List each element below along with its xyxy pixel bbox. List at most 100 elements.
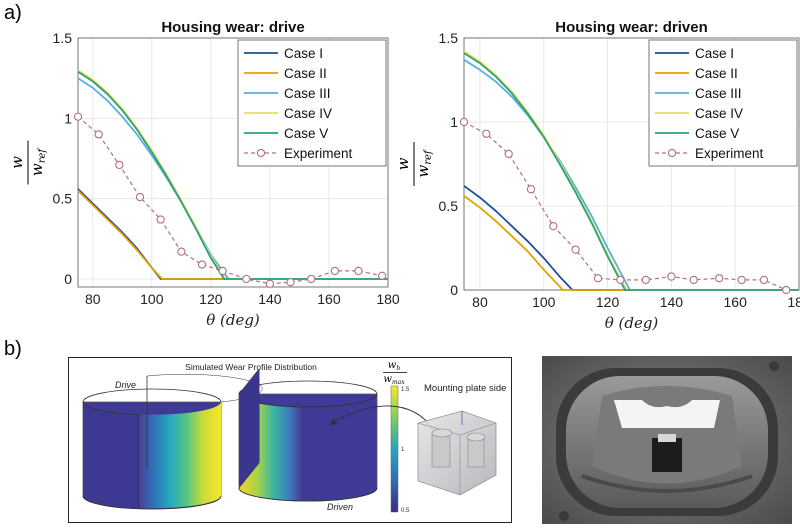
y-tick-label: 1.5	[53, 30, 73, 46]
x-tick-label: 120	[199, 291, 223, 307]
y-tick-label: 0	[64, 271, 72, 287]
drive-cylinder	[82, 374, 263, 510]
experiment-point	[482, 129, 491, 138]
experiment-point	[667, 272, 676, 281]
y-tick-label: 0.5	[53, 191, 73, 207]
legend-marker	[667, 148, 677, 158]
legend-marker	[256, 148, 266, 158]
legend-entry: Experiment	[695, 146, 764, 161]
y-label-numerator: w	[8, 156, 26, 169]
y-tick-label: 1.5	[439, 30, 459, 46]
y-tick-label: 0	[450, 282, 458, 298]
panel-a-label: a)	[4, 2, 22, 24]
mounting-plate-label: Mounting plate side	[424, 383, 507, 394]
x-tick-label: 160	[317, 291, 341, 307]
experiment-point	[265, 279, 275, 288]
experiment-point	[616, 275, 625, 285]
y-label-denominator: wref	[28, 147, 48, 177]
legend-entry: Case I	[695, 46, 734, 61]
colorbar-tick-0.5: 0.5	[401, 508, 410, 514]
chart-title: Housing wear: driven	[555, 19, 708, 36]
experiment-point	[135, 192, 145, 202]
series-line-case-ii	[463, 195, 799, 291]
legend-entry: Case IV	[695, 106, 743, 121]
y-label-numerator: w	[400, 157, 412, 170]
colorbar-den: wmax	[383, 374, 405, 386]
experiment-point	[177, 247, 186, 256]
x-axis-label: θ (deg)	[206, 311, 260, 329]
colorbar-tick-1: 1	[401, 447, 405, 453]
experiment-point	[156, 215, 165, 224]
x-tick-label: 100	[532, 294, 556, 310]
experiment-point	[689, 275, 698, 285]
chart-title: Housing wear: drive	[161, 19, 304, 36]
experiment-point	[242, 274, 251, 284]
colorbar-num: wh	[388, 360, 401, 372]
x-tick-label: 140	[258, 291, 282, 307]
experiment-point	[73, 112, 83, 121]
experiment-point	[307, 274, 316, 284]
experiment-point	[593, 274, 603, 283]
panel-b-label: b)	[4, 338, 22, 360]
legend-entry: Experiment	[284, 146, 353, 161]
x-tick-label: 120	[596, 294, 620, 310]
legend-entry: Case II	[695, 66, 738, 81]
housing-photo-svg	[542, 356, 792, 524]
y-tick-label: 1	[450, 114, 458, 130]
chart-driven: 80 100 120 140 160 180 0 0.5 1 1.5 Housing wear: d…	[400, 19, 800, 332]
axes-frame	[77, 37, 389, 288]
series-line-case-ii	[77, 189, 388, 280]
experiment-point	[197, 260, 207, 269]
experiment-point	[526, 185, 536, 194]
x-tick-label: 80	[472, 294, 488, 310]
legend-box	[648, 39, 798, 167]
legend-entry: Case V	[695, 126, 739, 141]
experiment-point	[641, 275, 651, 285]
series-line-case-i	[463, 185, 799, 291]
driven-cylinder	[238, 368, 378, 502]
legend-entry: Case V	[284, 126, 328, 141]
experiment-point	[504, 149, 513, 159]
series-line-case-v	[463, 52, 799, 291]
experiment-point	[115, 160, 124, 170]
experiment-point	[759, 275, 769, 285]
experiment-point	[330, 266, 340, 276]
experiment-point	[286, 278, 295, 287]
x-axis-label: θ (deg)	[605, 314, 659, 332]
wear-title: Simulated Wear Profile Distribution	[185, 362, 317, 372]
legend-entry: Case II	[284, 66, 327, 81]
driven-label: Driven	[327, 502, 353, 512]
experiment-point	[459, 117, 469, 127]
y-tick-label: 1	[64, 110, 72, 126]
legend-box	[237, 39, 387, 167]
x-tick-label: 100	[140, 291, 164, 307]
gear-housing-3d-part	[417, 410, 497, 496]
colorbar-tick-1.5: 1.5	[401, 387, 410, 393]
series-line-case-iii	[77, 77, 388, 280]
experiment-point	[782, 285, 791, 295]
experiment-point	[715, 274, 724, 283]
experiment-point	[737, 275, 746, 285]
x-tick-label: 160	[724, 294, 748, 310]
legend-entry: Case III	[695, 86, 742, 101]
experiment-point	[571, 245, 580, 254]
legend-entry: Case III	[284, 86, 331, 101]
wear-profile-svg: Simulated Wear Profile Distribution Driv…	[82, 360, 434, 514]
drive-label: Drive	[115, 380, 136, 390]
x-tick-label: 180	[376, 291, 400, 307]
experiment-point	[549, 222, 558, 231]
experiment-point	[94, 130, 103, 139]
colorbar	[390, 385, 399, 513]
chart-drive: 80 100 120 140 160 180 0 0.5 1 1.5 Housing wear: d…	[8, 19, 400, 329]
experiment-point	[218, 266, 227, 276]
y-tick-label: 0.5	[439, 198, 459, 214]
y-label-denominator: wref	[414, 148, 434, 178]
legend-entry: Case I	[284, 46, 323, 61]
experiment-point	[377, 271, 387, 280]
experiment-point	[354, 266, 363, 276]
legend-entry: Case IV	[284, 106, 332, 121]
housing-photo	[542, 356, 792, 524]
x-tick-label: 180	[787, 294, 800, 310]
